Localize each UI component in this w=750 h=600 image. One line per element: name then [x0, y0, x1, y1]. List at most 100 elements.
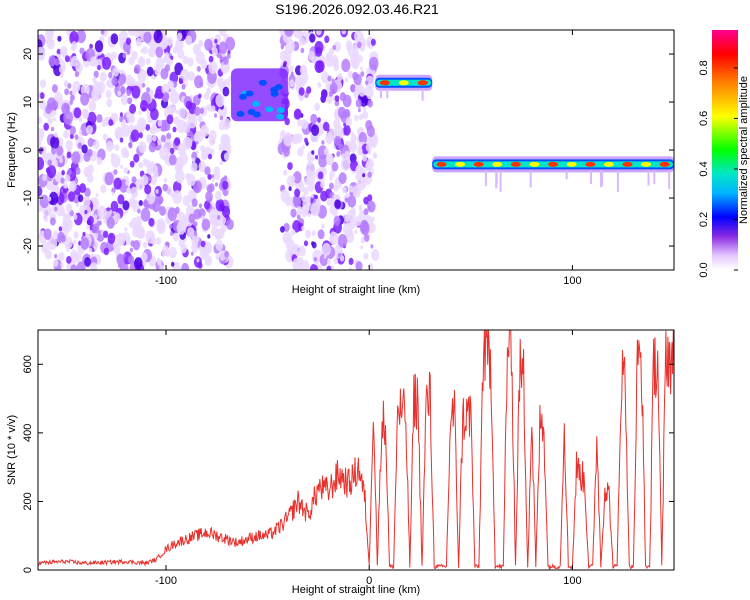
noise-blob	[77, 142, 83, 149]
noise-blob	[363, 196, 369, 205]
x-tick-label: 100	[563, 575, 581, 587]
noise-blob	[46, 97, 57, 111]
noise-blob	[172, 105, 177, 112]
noise-blob	[119, 137, 124, 143]
noise-blob	[181, 262, 190, 270]
noise-blob	[137, 81, 142, 88]
tone-cluster-blob	[245, 90, 254, 97]
noise-blob	[311, 241, 315, 246]
noise-blob	[169, 231, 174, 237]
noise-blob	[285, 239, 295, 253]
noise-blob	[39, 92, 45, 100]
noise-blob	[51, 84, 58, 93]
noise-blob	[207, 153, 213, 160]
noise-blob	[110, 200, 119, 212]
noise-blob	[67, 169, 72, 176]
noise-blob	[354, 30, 364, 43]
noise-blob	[121, 124, 131, 138]
noise-blob	[131, 85, 141, 99]
x-tick-label: 100	[563, 275, 581, 287]
noise-blob	[108, 71, 113, 79]
noise-blob	[143, 199, 149, 208]
noise-blob	[339, 92, 347, 102]
noise-blob	[93, 139, 100, 150]
noise-blob	[368, 56, 379, 71]
noise-blob	[146, 87, 151, 93]
noise-blob	[298, 87, 305, 96]
noise-blob	[331, 161, 339, 172]
noise-blob	[48, 191, 59, 206]
noise-blob	[365, 80, 369, 85]
noise-blob	[187, 57, 194, 67]
noise-blob	[166, 37, 173, 46]
noise-blob	[357, 41, 362, 48]
noise-blob	[167, 80, 175, 90]
tone-smear	[616, 170, 619, 192]
noise-blob	[122, 52, 127, 59]
tone-peak	[641, 161, 652, 167]
noise-blob	[73, 231, 79, 239]
noise-blob	[219, 160, 224, 166]
noise-blob	[138, 162, 143, 168]
noise-blob	[211, 174, 215, 179]
noise-blob	[185, 35, 193, 46]
noise-blob	[140, 48, 144, 54]
tone-smear	[386, 88, 389, 99]
noise-blob	[74, 134, 79, 140]
noise-blob	[127, 30, 136, 36]
noise-blob	[293, 171, 302, 184]
x-tick-label: 0	[366, 575, 372, 587]
noise-blob	[362, 106, 366, 111]
noise-blob	[93, 213, 98, 220]
noise-blob	[299, 37, 306, 46]
noise-blob	[145, 124, 151, 131]
noise-blob	[300, 119, 309, 130]
noise-blob	[362, 178, 368, 186]
noise-blob	[222, 86, 230, 97]
noise-blob	[215, 182, 218, 187]
noise-blob	[132, 240, 140, 251]
noise-blob	[67, 83, 72, 89]
noise-blob	[366, 125, 375, 138]
noise-blob	[103, 247, 110, 256]
noise-blob	[77, 194, 84, 203]
noise-blob	[311, 124, 320, 136]
noise-blob	[82, 231, 86, 237]
noise-blob	[367, 99, 374, 108]
noise-blob	[70, 264, 77, 270]
noise-blob	[359, 207, 363, 212]
noise-blob	[367, 171, 372, 178]
noise-blob	[355, 261, 363, 270]
noise-blob	[159, 264, 164, 270]
noise-blob	[204, 242, 213, 254]
noise-blob	[113, 169, 118, 175]
noise-blob	[191, 151, 198, 160]
noise-blob	[92, 223, 100, 234]
noise-blob	[96, 157, 103, 165]
x-tick-label: -100	[155, 275, 177, 287]
tone-cluster-body	[231, 68, 288, 122]
noise-blob	[144, 184, 152, 195]
noise-blob	[289, 65, 294, 72]
noise-blob	[140, 174, 149, 186]
noise-blob	[102, 133, 108, 141]
noise-blob	[358, 113, 364, 121]
noise-blob	[130, 217, 140, 231]
noise-blob	[283, 133, 293, 147]
noise-blob	[198, 203, 203, 209]
noise-blob	[321, 223, 325, 229]
noise-blob	[333, 257, 339, 265]
noise-blob	[360, 46, 365, 52]
noise-blob	[47, 196, 52, 202]
noise-blob	[310, 202, 320, 217]
tone-peak	[455, 161, 466, 167]
noise-blob	[97, 64, 101, 71]
noise-blob	[345, 117, 352, 127]
noise-blob	[86, 224, 90, 230]
noise-blob	[155, 237, 162, 245]
noise-blob	[93, 231, 99, 240]
noise-blob	[225, 36, 236, 51]
noise-blob	[214, 171, 221, 181]
tone-cluster-blob	[258, 79, 267, 86]
noise-blob	[196, 66, 201, 72]
